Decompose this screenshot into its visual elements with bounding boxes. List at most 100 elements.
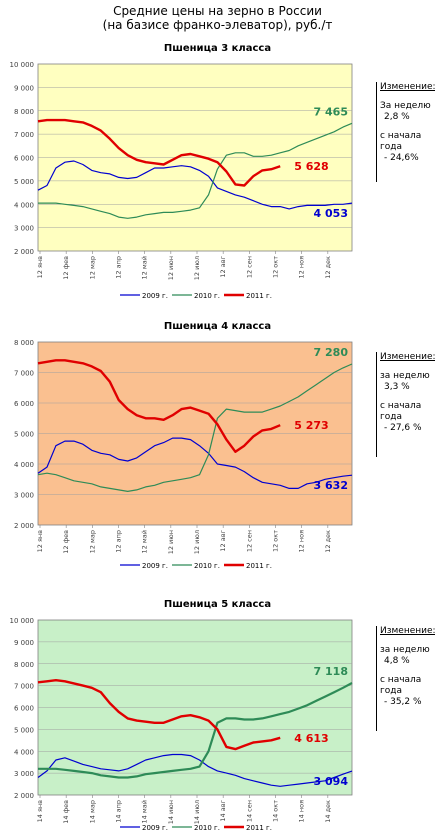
side-start-value: - 35,2 % [384, 697, 422, 707]
y-tick-label: 7 000 [14, 131, 34, 139]
y-tick-label: 6 000 [14, 705, 34, 713]
x-tick-label: 14 окт [272, 800, 280, 822]
data-label-2010: 7 465 [314, 105, 348, 118]
y-tick-label: 4 000 [14, 201, 34, 209]
data-label-2011: 5 628 [294, 160, 328, 173]
side-week-label: За неделю [380, 101, 431, 111]
legend-label-s2010: 2010 г. [194, 292, 220, 300]
data-label-2011: 5 273 [294, 419, 328, 432]
side-week-label: за неделю [380, 645, 430, 655]
data-label-2009: 3 632 [314, 479, 348, 492]
x-tick-label: 12 дек [324, 256, 332, 279]
x-tick-label: 12 авг [219, 529, 227, 551]
x-tick-label: 14 фев [62, 800, 70, 824]
y-tick-label: 6 000 [14, 155, 34, 163]
chart-wheat5: 2 000 3 000 4 000 5 000 6 000 7 000 8 000 9 000… [10, 617, 353, 832]
x-tick-label: 14 май [141, 800, 149, 823]
x-tick-label: 12 фев [62, 256, 70, 280]
side-start-value: - 27,6 % [384, 423, 422, 433]
x-tick-label: 12 сен [245, 256, 253, 278]
y-tick-label: 4 000 [14, 461, 34, 469]
x-tick-label: 14 сен [245, 800, 253, 822]
legend-label-s2011: 2011 г. [246, 824, 272, 832]
x-tick-label: 12 сен [245, 530, 253, 552]
data-label-2010: 7 118 [314, 665, 348, 678]
side-week-label: за неделю [380, 371, 430, 381]
x-tick-label: 12 мар [88, 256, 96, 279]
y-tick-label: 6 000 [14, 400, 34, 408]
side-start-label1: с начала [380, 131, 422, 141]
x-tick-label: 12 июн [167, 530, 175, 554]
side-start-label2: года [380, 686, 402, 696]
x-tick-label: 12 фев [62, 530, 70, 554]
legend-label-s2010: 2010 г. [194, 562, 220, 570]
side-week-value: 4,8 % [384, 656, 410, 666]
legend-label-s2009: 2009 г. [142, 292, 168, 300]
x-tick-label: 12 июн [167, 256, 175, 280]
data-label-2009: 3 094 [314, 775, 349, 788]
y-tick-label: 7 000 [14, 683, 34, 691]
x-tick-label: 14 июн [167, 800, 175, 824]
legend-label-s2010: 2010 г. [194, 824, 220, 832]
series-line-s2011 [37, 359, 281, 454]
side-start-label1: с начала [380, 675, 422, 685]
data-label-2010: 7 280 [314, 346, 349, 359]
series-line-s2009 [37, 160, 353, 210]
y-tick-label: 8 000 [14, 339, 34, 347]
x-tick-label: 14 янв [36, 800, 44, 822]
legend-label-s2009: 2009 г. [142, 562, 168, 570]
side-start-label2: года [380, 142, 402, 152]
y-tick-label: 10 000 [10, 61, 35, 69]
x-tick-label: 12 ноя [298, 530, 306, 553]
side-start-value: - 24,6% [384, 153, 419, 163]
y-tick-label: 2 000 [14, 792, 34, 800]
side-start-label2: года [380, 412, 402, 422]
x-tick-label: 12 окт [272, 256, 280, 278]
series-line-s2010 [38, 122, 353, 219]
data-label-2009: 4 053 [314, 207, 348, 220]
x-tick-label: 12 апр [115, 530, 123, 553]
y-tick-label: 8 000 [14, 108, 34, 116]
legend-label-s2011: 2011 г. [246, 292, 272, 300]
x-tick-label: 14 ноя [298, 800, 306, 823]
chart-title-wheat3: Пшеница 3 класса [163, 43, 272, 54]
y-tick-label: 5 000 [14, 178, 34, 186]
chart-wheat4: 2 000 3 000 4 000 5 000 6 000 7 000 8 000 12 ян… [14, 339, 353, 570]
x-tick-label: 14 апр [115, 800, 123, 823]
x-tick-label: 14 мар [88, 800, 96, 823]
side-panel-wheat5: Изменение: за неделю 4,8 % с начала года… [376, 626, 435, 731]
series-line-s2009 [37, 753, 353, 787]
y-tick-label: 9 000 [14, 84, 34, 92]
y-tick-label: 3 000 [14, 770, 34, 778]
side-panel-wheat3: Изменение: За неделю 2,8 % с начала года… [376, 82, 435, 182]
legend-label-s2009: 2009 г. [142, 824, 168, 832]
y-tick-label: 5 000 [14, 726, 34, 734]
y-tick-label: 10 000 [10, 617, 35, 625]
y-tick-label: 9 000 [14, 639, 34, 647]
legend-label-s2011: 2011 г. [246, 562, 272, 570]
y-tick-label: 3 000 [14, 225, 34, 233]
main-title-line2: (на базисе франко-элеватор), руб./т [102, 18, 333, 32]
main-title: Средние цены на зерно в России (на базис… [0, 4, 435, 32]
y-tick-label: 2 000 [14, 522, 34, 530]
x-tick-label: 12 дек [324, 530, 332, 553]
y-tick-label: 7 000 [14, 370, 34, 378]
y-tick-label: 8 000 [14, 661, 34, 669]
main-title-line1: Средние цены на зерно в России [113, 4, 322, 18]
x-tick-label: 12 июл [193, 530, 201, 554]
series-line-s2011 [37, 118, 281, 187]
side-panel-wheat4: Изменение: за неделю 3,3 % с начала года… [376, 352, 435, 457]
side-title: Изменение: [380, 352, 435, 362]
series-line-s2009 [37, 437, 353, 489]
side-start-label1: с начала [380, 401, 422, 411]
y-tick-label: 2 000 [14, 248, 34, 256]
chart-title-wheat5: Пшеница 5 класса [163, 599, 272, 610]
x-tick-label: 14 июл [193, 800, 201, 824]
side-title: Изменение: [380, 82, 435, 92]
chart-title-wheat4: Пшеница 4 класса [163, 321, 272, 332]
side-title: Изменение: [380, 626, 435, 636]
side-week-value: 2,8 % [384, 112, 410, 122]
x-tick-label: 12 июл [193, 256, 201, 280]
side-week-value: 3,3 % [384, 382, 410, 392]
x-tick-label: 12 май [141, 530, 149, 553]
